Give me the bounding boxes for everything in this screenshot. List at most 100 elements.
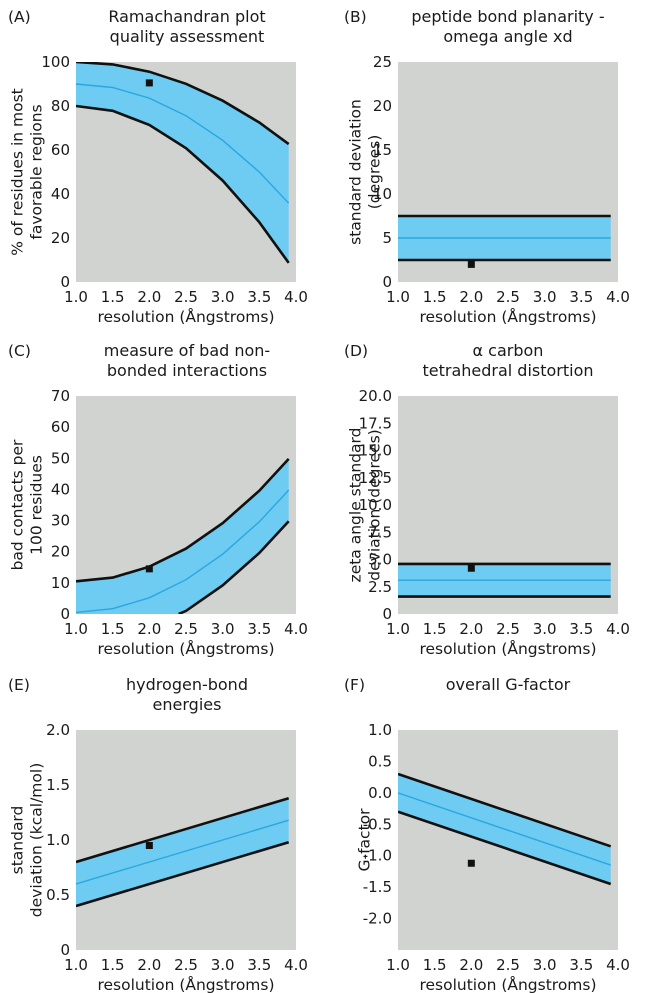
data-point bbox=[467, 564, 475, 572]
y-axis-label: favorable regions bbox=[28, 104, 46, 239]
x-tick-label: 1.5 bbox=[101, 288, 125, 306]
x-tick-label: 4.0 bbox=[284, 288, 308, 306]
x-tick-label: 3.0 bbox=[533, 956, 557, 974]
band-group bbox=[76, 458, 290, 614]
x-axis-label: resolution (Ångstroms) bbox=[419, 639, 596, 658]
y-tick-label: 20.0 bbox=[359, 387, 392, 405]
panel-letter: (F) bbox=[344, 676, 365, 694]
chart-title: hydrogen-bond bbox=[126, 675, 248, 694]
y-tick-label: -0.5 bbox=[363, 815, 392, 833]
chart-title: omega angle xd bbox=[443, 27, 572, 46]
x-axis-label: resolution (Ångstroms) bbox=[97, 307, 274, 326]
band-group bbox=[76, 62, 290, 264]
lower-bound-line bbox=[76, 840, 290, 908]
y-tick-label: 15.0 bbox=[359, 442, 392, 460]
y-tick-label: 20 bbox=[51, 543, 70, 561]
y-tick-label: 12.5 bbox=[359, 469, 392, 487]
y-tick-label: 25 bbox=[373, 53, 392, 71]
x-tick-label: 2.0 bbox=[459, 288, 483, 306]
x-tick-label: 2.5 bbox=[496, 288, 520, 306]
x-tick-label: 1.0 bbox=[64, 620, 88, 638]
y-tick-label: 1.0 bbox=[46, 831, 70, 849]
center-line bbox=[398, 792, 611, 866]
center-line bbox=[76, 83, 290, 204]
y-tick-label: 5.0 bbox=[368, 551, 392, 569]
upper-bound-line bbox=[76, 458, 290, 583]
x-tick-label: 3.5 bbox=[569, 620, 593, 638]
y-tick-label: 0 bbox=[60, 941, 70, 959]
x-tick-label: 3.5 bbox=[247, 956, 271, 974]
y-tick-label: 2.0 bbox=[46, 721, 70, 739]
panel-letter: (C) bbox=[8, 342, 31, 360]
y-tick-label: 0 bbox=[382, 605, 392, 623]
x-axis-label: resolution (Ångstroms) bbox=[97, 975, 274, 993]
y-tick-label: 2.5 bbox=[368, 578, 392, 596]
x-tick-label: 2.5 bbox=[174, 288, 198, 306]
band-group bbox=[398, 772, 612, 886]
confidence-band bbox=[76, 458, 289, 614]
panel-letter: (E) bbox=[8, 676, 30, 694]
y-tick-label: 0 bbox=[382, 273, 392, 291]
x-tick-label: 3.0 bbox=[533, 620, 557, 638]
chart-title: Ramachandran plot bbox=[108, 7, 265, 26]
upper-bound-line bbox=[76, 62, 290, 146]
chart-title: bonded interactions bbox=[107, 361, 267, 380]
y-tick-label: 20 bbox=[373, 97, 392, 115]
upper-bound-line bbox=[76, 796, 290, 864]
y-axis-label: deviation (degrees) bbox=[366, 429, 384, 580]
x-tick-label: 1.5 bbox=[423, 288, 447, 306]
chart-title: energies bbox=[153, 695, 222, 714]
x-tick-label: 2.0 bbox=[137, 288, 161, 306]
y-tick-label: 70 bbox=[51, 387, 70, 405]
lower-bound-line bbox=[398, 810, 612, 886]
x-tick-label: 1.5 bbox=[101, 956, 125, 974]
chart-title: overall G-factor bbox=[446, 675, 571, 694]
chart-panel-a: 1.0 1.5 2.0 2.5 3.0 3.5 4.0 0 20 40 60 80 100 resolut… bbox=[8, 7, 308, 326]
y-tick-label: 10.0 bbox=[359, 496, 392, 514]
y-tick-label: 1.5 bbox=[46, 776, 70, 794]
x-tick-label: 1.5 bbox=[101, 620, 125, 638]
x-tick-label: 1.5 bbox=[423, 620, 447, 638]
x-tick-label: 3.0 bbox=[211, 956, 235, 974]
x-tick-label: 4.0 bbox=[606, 956, 630, 974]
chart-title: measure of bad non- bbox=[104, 341, 270, 360]
y-axis-label: standard bbox=[9, 806, 27, 875]
x-tick-label: 3.5 bbox=[569, 288, 593, 306]
chart-title: quality assessment bbox=[110, 27, 265, 46]
x-tick-label: 3.5 bbox=[247, 620, 271, 638]
y-axis-label: % of residues in most bbox=[9, 88, 27, 255]
lower-bound-line bbox=[178, 520, 290, 614]
chart-title: α carbon bbox=[473, 341, 544, 360]
chart-panel-d: 1.0 1.5 2.0 2.5 3.0 3.5 4.0 0 2.5 5.0 7.5 10.0 12.5 1… bbox=[344, 341, 630, 658]
data-point bbox=[145, 79, 153, 87]
y-tick-label: 0 bbox=[60, 605, 70, 623]
x-tick-label: 2.5 bbox=[496, 956, 520, 974]
x-axis-label: resolution (Ångstroms) bbox=[97, 639, 274, 658]
data-point bbox=[467, 260, 475, 268]
chart-panel-f: 1.0 1.5 2.0 2.5 3.0 3.5 4.0 1.0 0.5 0.0 -0.5 -1.0 -1… bbox=[344, 675, 630, 993]
y-tick-label: -1.0 bbox=[363, 847, 392, 865]
center-line bbox=[76, 819, 289, 885]
y-tick-label: 7.5 bbox=[368, 523, 392, 541]
x-tick-label: 1.0 bbox=[386, 288, 410, 306]
x-tick-label: 1.0 bbox=[64, 288, 88, 306]
y-tick-label: 0.0 bbox=[368, 784, 392, 802]
x-axis-label: resolution (Ångstroms) bbox=[419, 307, 596, 326]
panel-letter: (B) bbox=[344, 8, 367, 26]
band-group bbox=[398, 562, 611, 598]
x-tick-label: 4.0 bbox=[284, 956, 308, 974]
x-tick-label: 2.5 bbox=[174, 956, 198, 974]
y-tick-label: 1.0 bbox=[368, 721, 392, 739]
x-tick-label: 3.0 bbox=[211, 620, 235, 638]
y-tick-label: 50 bbox=[51, 449, 70, 467]
y-tick-label: 10 bbox=[51, 574, 70, 592]
confidence-band bbox=[76, 62, 289, 263]
y-axis-label: G-factor bbox=[356, 808, 374, 872]
data-point bbox=[467, 859, 475, 867]
panel-letter: (D) bbox=[344, 342, 368, 360]
y-axis-label: zeta angle standard bbox=[347, 428, 365, 583]
x-tick-label: 3.0 bbox=[211, 288, 235, 306]
y-axis-label: standard deviation bbox=[347, 99, 365, 245]
y-tick-label: 17.5 bbox=[359, 414, 392, 432]
data-point bbox=[145, 565, 153, 573]
